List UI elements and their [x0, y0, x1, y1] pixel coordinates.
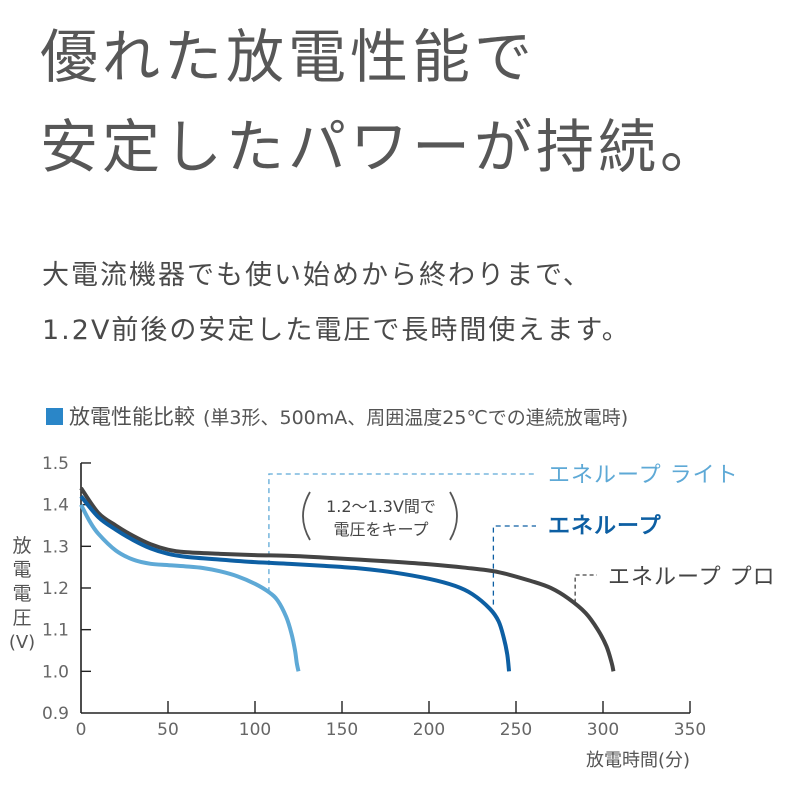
- paren-left: [302, 491, 311, 541]
- y-axis-label-char: 電: [12, 559, 31, 581]
- y-axis-label-char: 電: [12, 583, 31, 605]
- y-axis-label-char: 圧: [12, 607, 31, 629]
- headline-line-2: 安定したパワーが持続。: [40, 113, 723, 181]
- annotation-guides: [268, 473, 597, 605]
- y-tick-label: 1.1: [42, 621, 69, 641]
- subtext-line-2: 1.2V前後の安定した電圧で長時間使えます。: [42, 315, 631, 346]
- lite-curve: [79, 503, 301, 672]
- chart-axes: 0.9 1.0 1.1 1.2 1.3 1.4 1.5 0 50 100 150 200 250 300 3…: [42, 454, 706, 740]
- headline-line-1: 優れた放電性能で: [40, 23, 537, 91]
- square-bullet-icon: [46, 407, 63, 425]
- annotation-line-2: 電圧をキープ: [333, 520, 428, 539]
- subtext-line-1: 大電流機器でも使い始めから終わりまで、: [42, 260, 592, 291]
- legend-standard: エネループ: [548, 514, 662, 539]
- y-tick-label: 1.0: [42, 662, 69, 682]
- y-axis-label-char: 放: [12, 535, 31, 557]
- chart-title-main: 放電性能比較: [69, 405, 195, 429]
- y-tick-label: 1.4: [42, 496, 69, 516]
- y-tick-label: 0.9: [42, 704, 69, 724]
- x-tick-label: 200: [413, 720, 445, 740]
- paren-right: [449, 491, 458, 541]
- y-tick-label: 1.3: [42, 537, 69, 557]
- y-tick-label: 1.5: [42, 454, 69, 474]
- x-tick-label: 50: [157, 720, 179, 740]
- standard-curve: [79, 495, 512, 672]
- pro-curve: [79, 486, 616, 672]
- legend-pro: エネループ プロ: [608, 565, 776, 590]
- chart-title-condition: (単3形、500mA、周囲温度25℃での連続放電時): [203, 406, 629, 429]
- x-tick-label: 0: [76, 720, 87, 740]
- x-tick-label: 350: [674, 720, 706, 740]
- legend-lite: エネループ ライト: [548, 463, 739, 488]
- chart-title: 放電性能比較 (単3形、500mA、周囲温度25℃での連続放電時): [46, 401, 628, 431]
- y-tick-label: 1.2: [42, 579, 69, 599]
- annotation-line-1: 1.2〜1.3V間で: [326, 497, 436, 516]
- x-tick-label: 100: [239, 720, 271, 740]
- y-axis-unit: (V): [9, 632, 35, 653]
- x-tick-label: 150: [326, 720, 358, 740]
- x-tick-label: 250: [500, 720, 532, 740]
- x-axis-label: 放電時間(分): [586, 750, 690, 771]
- x-tick-label: 300: [587, 720, 619, 740]
- chart-curves: [79, 486, 616, 672]
